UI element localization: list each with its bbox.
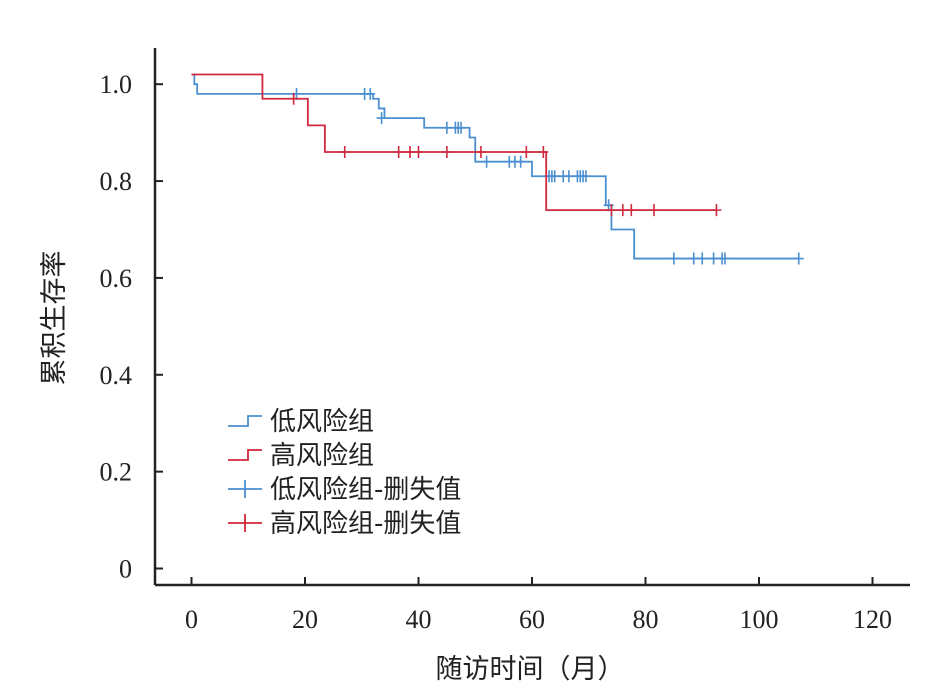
censor-mark: [719, 252, 730, 265]
x-tick-label: 80: [633, 605, 659, 634]
legend-item: 低风险组: [228, 407, 374, 437]
x-tick-label: 120: [853, 605, 892, 634]
censor-mark: [515, 155, 526, 168]
censor-mark: [339, 146, 350, 159]
legend-step-swatch: [228, 415, 262, 427]
y-tick-label: 0.8: [100, 167, 133, 196]
axes-layer: [153, 48, 910, 587]
series-layer: [191, 73, 804, 265]
y-axis-title: 累积生存率: [39, 251, 70, 386]
legend-cross-swatch: [228, 514, 262, 532]
censor-mark: [376, 112, 387, 125]
survival-step-line: [191, 73, 799, 260]
legend-label: 低风险组-删失值: [270, 475, 461, 505]
legend-item: 高风险组: [228, 441, 374, 471]
y-tick-label: 0: [119, 555, 132, 584]
censor-mark: [413, 146, 424, 159]
censor-mark: [580, 170, 591, 183]
x-tick-label: 0: [185, 605, 198, 634]
censor-mark: [441, 121, 452, 134]
censor-mark: [365, 87, 376, 100]
censor-mark: [649, 204, 660, 217]
censor-mark: [456, 121, 467, 134]
censor-mark: [441, 146, 452, 159]
legend-label: 高风险组-删失值: [270, 509, 461, 539]
censor-mark: [288, 92, 299, 105]
censor-mark: [606, 204, 617, 217]
censor-mark: [521, 146, 532, 159]
censor-mark: [708, 252, 719, 265]
censor-mark: [668, 252, 679, 265]
censor-mark: [793, 252, 804, 265]
censor-mark: [697, 252, 708, 265]
y-tick-label: 0.2: [100, 458, 133, 487]
series-1: [191, 73, 804, 265]
legend-label: 低风险组: [270, 407, 374, 437]
ticks-layer: 0 20 40 60 80 100 120 0 0.2 0.4 0.6 0.8 1.0: [100, 70, 893, 634]
censor-mark: [549, 170, 560, 183]
censor-mark: [626, 204, 637, 217]
censor-mark: [688, 252, 699, 265]
series-2: [191, 73, 722, 217]
x-axis-title: 随访时间（月）: [436, 654, 625, 685]
censor-mark: [393, 146, 404, 159]
x-tick-label: 60: [519, 605, 545, 634]
legend-item: 高风险组-删失值: [228, 509, 461, 539]
y-tick-label: 0.6: [100, 264, 133, 293]
censor-mark: [617, 204, 628, 217]
censor-mark: [481, 155, 492, 168]
y-tick-label: 1.0: [100, 70, 133, 99]
legend-cross-swatch: [228, 480, 262, 498]
x-tick-label: 40: [406, 605, 432, 634]
censor-mark: [404, 146, 415, 159]
censor-mark: [475, 146, 486, 159]
legend-item: 低风险组-删失值: [228, 475, 461, 505]
x-tick-label: 20: [292, 605, 318, 634]
legend-step-swatch: [228, 449, 262, 461]
censor-mark: [538, 146, 549, 159]
censor-mark: [563, 170, 574, 183]
survival-step-line: [191, 73, 717, 212]
x-tick-label: 100: [740, 605, 779, 634]
legend-label: 高风险组: [270, 441, 374, 471]
y-tick-label: 0.4: [100, 361, 133, 390]
censor-mark: [711, 204, 722, 217]
